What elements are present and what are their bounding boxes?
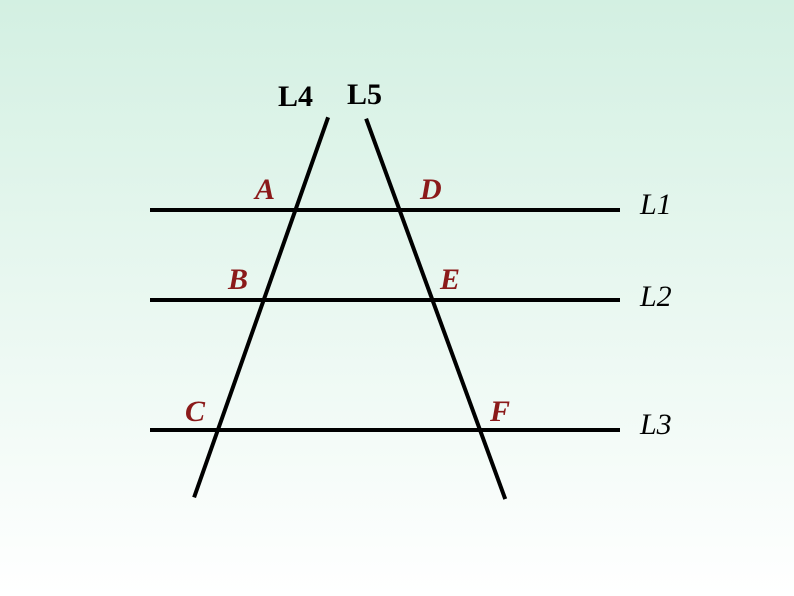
- geometry-diagram: A B C D E F L4 L5 L1 L2 L3: [0, 0, 794, 596]
- point-label-A: A: [255, 173, 275, 207]
- point-label-F: F: [490, 395, 510, 429]
- point-label-E: E: [440, 263, 460, 297]
- point-label-B: B: [228, 263, 248, 297]
- line-label-L2: L2: [640, 280, 672, 314]
- line-label-L4: L4: [278, 80, 313, 114]
- line-label-L1: L1: [640, 188, 672, 222]
- line-L3: [150, 428, 620, 432]
- point-label-C: C: [185, 395, 205, 429]
- line-label-L5: L5: [347, 78, 382, 112]
- line-L1: [150, 208, 620, 212]
- point-label-D: D: [420, 173, 442, 207]
- line-L2: [150, 298, 620, 302]
- line-label-L3: L3: [640, 408, 672, 442]
